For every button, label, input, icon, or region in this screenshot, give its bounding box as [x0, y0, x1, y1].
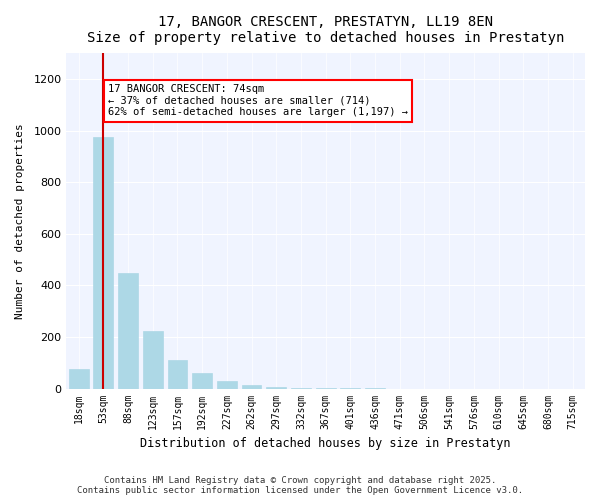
Bar — [94, 137, 113, 388]
Text: 17 BANGOR CRESCENT: 74sqm
← 37% of detached houses are smaller (714)
62% of semi: 17 BANGOR CRESCENT: 74sqm ← 37% of detac… — [109, 84, 409, 117]
Bar — [167, 360, 187, 388]
X-axis label: Distribution of detached houses by size in Prestatyn: Distribution of detached houses by size … — [140, 437, 511, 450]
Bar — [143, 330, 163, 388]
Bar — [69, 369, 89, 388]
Title: 17, BANGOR CRESCENT, PRESTATYN, LL19 8EN
Size of property relative to detached h: 17, BANGOR CRESCENT, PRESTATYN, LL19 8EN… — [87, 15, 565, 45]
Bar — [217, 381, 237, 388]
Bar — [192, 373, 212, 388]
Y-axis label: Number of detached properties: Number of detached properties — [15, 123, 25, 319]
Text: Contains HM Land Registry data © Crown copyright and database right 2025.
Contai: Contains HM Land Registry data © Crown c… — [77, 476, 523, 495]
Bar — [242, 386, 262, 388]
Bar — [118, 272, 138, 388]
